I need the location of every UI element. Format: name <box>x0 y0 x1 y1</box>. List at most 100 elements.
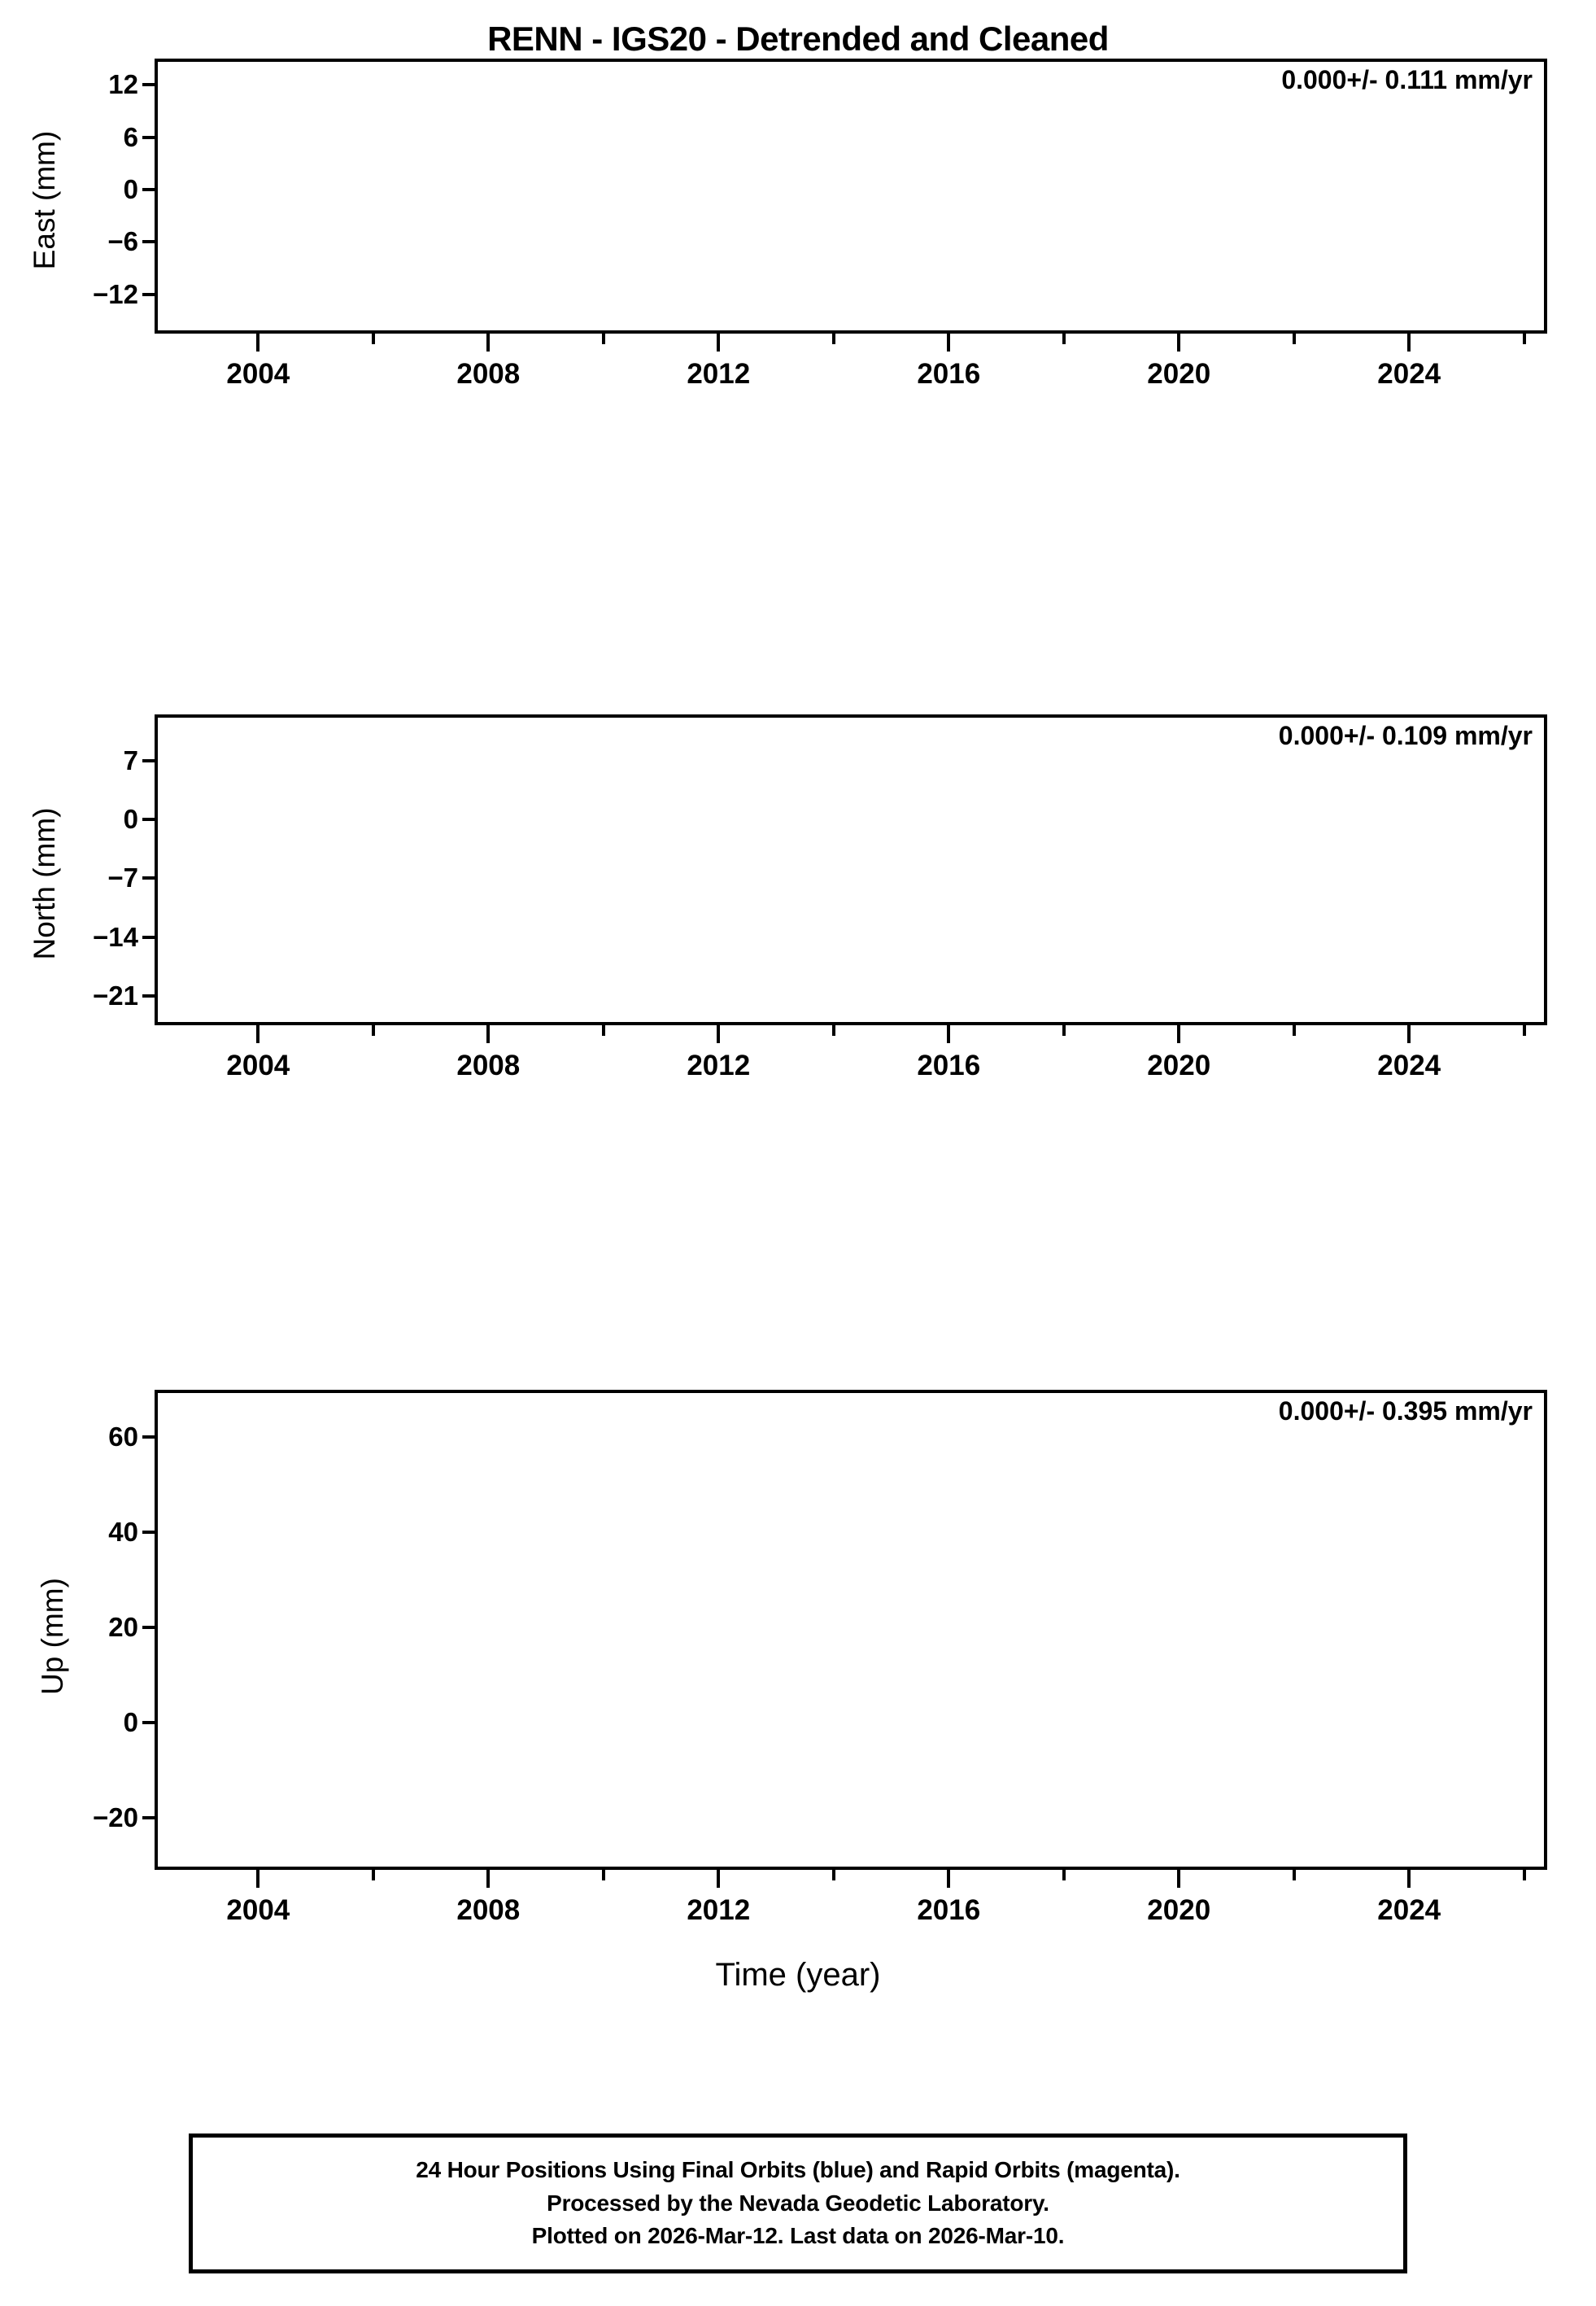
x-tick-mark-minor <box>1292 334 1296 344</box>
y-tick-mark <box>142 187 158 191</box>
x-tick-mark-minor <box>371 334 375 344</box>
x-tick-mark-minor <box>1522 334 1526 344</box>
x-tick-mark-major <box>717 1025 721 1043</box>
y-tick-mark <box>142 240 158 244</box>
x-tick-mark-major <box>1177 1870 1181 1888</box>
up-axis-title: Up (mm) <box>36 1578 69 1695</box>
x-tick-label: 2012 <box>687 1894 751 1926</box>
x-tick-mark-major <box>256 1025 260 1043</box>
caption-line-2: Processed by the Nevada Geodetic Laborat… <box>547 2190 1049 2216</box>
east-plot-frame <box>155 59 1547 334</box>
y-tick-label: 60 <box>108 1422 138 1452</box>
x-tick-mark-minor <box>601 1870 605 1880</box>
x-tick-mark-major <box>947 1025 951 1043</box>
x-tick-mark-major <box>486 1870 491 1888</box>
x-tick-mark-major <box>1407 334 1411 352</box>
x-tick-mark-minor <box>831 1870 835 1880</box>
x-tick-label: 2016 <box>917 1894 981 1926</box>
y-tick-mark <box>142 1815 158 1819</box>
y-tick-mark <box>142 876 158 880</box>
caption-line-3: Plotted on 2026-Mar-12. Last data on 202… <box>531 2223 1065 2249</box>
x-tick-mark-minor <box>601 334 605 344</box>
x-tick-label: 2020 <box>1147 358 1211 390</box>
y-tick-label: 6 <box>123 121 138 152</box>
up-panel: 0.000+/- 0.395 mm/yr <box>155 1390 1547 1870</box>
north-rate-annotation: 0.000+/- 0.109 mm/yr <box>1278 721 1533 750</box>
x-tick-mark-major <box>256 1870 260 1888</box>
x-tick-label: 2008 <box>456 1050 521 1081</box>
x-tick-mark-major <box>1177 1025 1181 1043</box>
y-tick-label: 12 <box>108 69 138 100</box>
y-tick-label: 0 <box>123 173 138 204</box>
x-tick-mark-minor <box>371 1870 375 1880</box>
up-plot-frame <box>155 1390 1547 1870</box>
x-tick-label: 2024 <box>1377 1050 1441 1081</box>
x-tick-mark-minor <box>831 1025 835 1036</box>
y-tick-mark <box>142 1435 158 1439</box>
x-tick-label: 2008 <box>456 358 521 390</box>
east-axis-title: East (mm) <box>28 130 61 270</box>
y-tick-mark <box>142 935 158 939</box>
x-tick-label: 2016 <box>917 358 981 390</box>
x-tick-mark-major <box>1407 1025 1411 1043</box>
y-tick-mark <box>142 758 158 762</box>
x-tick-mark-major <box>256 334 260 352</box>
x-tick-mark-minor <box>1292 1025 1296 1036</box>
x-tick-mark-minor <box>1062 1870 1066 1880</box>
x-tick-label: 2004 <box>226 358 290 390</box>
x-tick-mark-major <box>717 1870 721 1888</box>
y-tick-label: 40 <box>108 1517 138 1548</box>
north-axis-title: North (mm) <box>28 807 61 960</box>
x-tick-mark-minor <box>601 1025 605 1036</box>
x-tick-label: 2016 <box>917 1050 981 1081</box>
x-tick-mark-major <box>486 334 491 352</box>
y-tick-label: −14 <box>93 921 138 952</box>
y-tick-mark <box>142 1531 158 1535</box>
up-rate-annotation: 0.000+/- 0.395 mm/yr <box>1278 1396 1533 1426</box>
x-tick-label: 2024 <box>1377 1894 1441 1926</box>
y-tick-label: 0 <box>123 1706 138 1737</box>
x-tick-label: 2012 <box>687 1050 751 1081</box>
north-plot-frame <box>155 714 1547 1025</box>
x-tick-label: 2020 <box>1147 1894 1211 1926</box>
y-tick-mark <box>142 818 158 822</box>
y-tick-mark <box>142 1626 158 1630</box>
y-tick-mark <box>142 994 158 998</box>
x-tick-mark-minor <box>1062 1025 1066 1036</box>
x-tick-mark-minor <box>1292 1870 1296 1880</box>
y-tick-label: 7 <box>123 745 138 775</box>
x-tick-mark-major <box>947 1870 951 1888</box>
x-tick-mark-minor <box>1062 334 1066 344</box>
y-tick-mark <box>142 135 158 139</box>
y-tick-label: −6 <box>107 226 138 257</box>
x-tick-label: 2012 <box>687 358 751 390</box>
y-tick-mark <box>142 292 158 296</box>
x-tick-mark-minor <box>1522 1870 1526 1880</box>
x-tick-label: 2024 <box>1377 358 1441 390</box>
x-tick-mark-major <box>1407 1870 1411 1888</box>
x-tick-mark-minor <box>831 334 835 344</box>
y-tick-label: −21 <box>93 980 138 1011</box>
east-panel: 0.000+/- 0.111 mm/yr <box>155 59 1547 334</box>
x-tick-mark-major <box>947 334 951 352</box>
y-tick-label: −12 <box>93 278 138 309</box>
x-tick-label: 2004 <box>226 1050 290 1081</box>
y-tick-label: 20 <box>108 1612 138 1643</box>
x-tick-mark-major <box>486 1025 491 1043</box>
x-tick-label: 2004 <box>226 1894 290 1926</box>
caption-box: 24 Hour Positions Using Final Orbits (bl… <box>189 2133 1407 2273</box>
x-tick-label: 2020 <box>1147 1050 1211 1081</box>
x-tick-mark-minor <box>1522 1025 1526 1036</box>
x-tick-mark-major <box>717 334 721 352</box>
x-tick-label: 2008 <box>456 1894 521 1926</box>
page-title: RENN - IGS20 - Detrended and Cleaned <box>487 20 1109 58</box>
y-tick-mark <box>142 83 158 87</box>
x-tick-mark-major <box>1177 334 1181 352</box>
y-tick-mark <box>142 1720 158 1724</box>
x-tick-mark-minor <box>371 1025 375 1036</box>
east-rate-annotation: 0.000+/- 0.111 mm/yr <box>1281 65 1533 94</box>
north-panel: 0.000+/- 0.109 mm/yr <box>155 714 1547 1025</box>
caption-line-1: 24 Hour Positions Using Final Orbits (bl… <box>416 2157 1180 2183</box>
y-tick-label: −20 <box>93 1802 138 1832</box>
